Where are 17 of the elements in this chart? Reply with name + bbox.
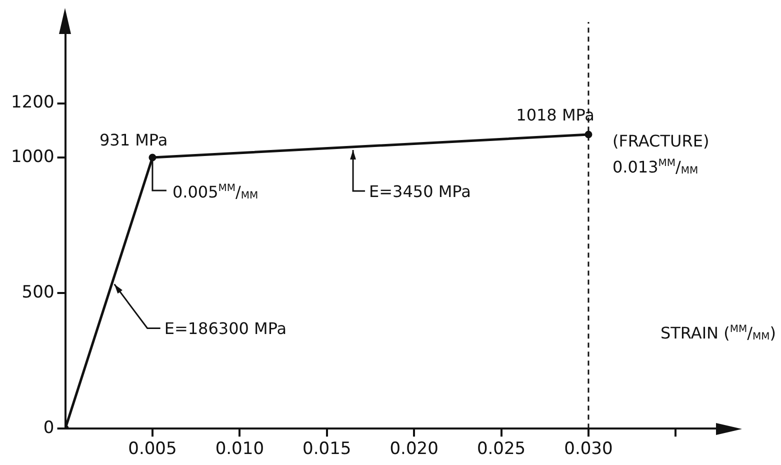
x-tick-label: 0.005 — [128, 439, 177, 460]
x-tick-label: 0.020 — [390, 439, 438, 460]
annotation: 1018 MPa — [516, 105, 594, 124]
x-tick-label: 0.010 — [215, 439, 264, 460]
annotation: 931 MPa — [99, 130, 168, 150]
x-tick-label: 0.030 — [564, 439, 613, 460]
annotation: (FRACTURE) — [612, 131, 710, 150]
x-tick-label: 0.025 — [476, 439, 526, 460]
y-tick-label: 1200 — [11, 92, 54, 113]
y-tick-label: 1000 — [11, 146, 54, 167]
point — [148, 154, 156, 162]
y-tick-label: 0 — [43, 418, 54, 438]
x-tick-label: 0.015 — [302, 439, 352, 460]
annotation: E=186300 MPa — [164, 319, 287, 338]
y-tick-label: 500 — [22, 282, 54, 302]
point — [584, 130, 592, 138]
annotation: E=3450 MPa — [369, 182, 471, 201]
